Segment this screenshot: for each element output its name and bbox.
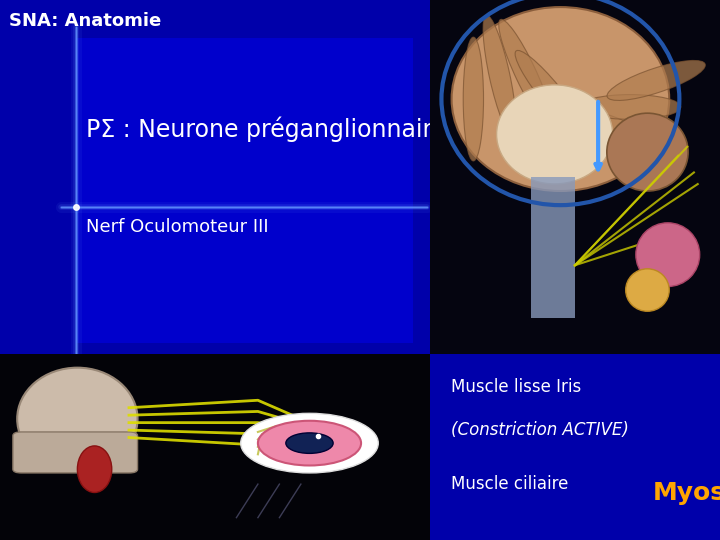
Ellipse shape <box>636 223 700 287</box>
Text: PΣ : Neurone préganglionnaire: PΣ : Neurone préganglionnaire <box>86 117 446 143</box>
Ellipse shape <box>626 269 669 311</box>
Circle shape <box>286 433 333 454</box>
Ellipse shape <box>534 87 622 153</box>
FancyBboxPatch shape <box>13 432 138 473</box>
Text: Myosis: Myosis <box>653 481 720 504</box>
Ellipse shape <box>77 446 112 492</box>
Ellipse shape <box>451 7 669 191</box>
Ellipse shape <box>483 15 516 135</box>
Ellipse shape <box>607 60 706 100</box>
Ellipse shape <box>580 94 681 119</box>
Ellipse shape <box>607 113 688 191</box>
Circle shape <box>258 421 361 465</box>
Text: Nerf Oculomoteur III: Nerf Oculomoteur III <box>86 218 269 236</box>
Ellipse shape <box>555 106 653 146</box>
Bar <box>0 354 430 540</box>
Ellipse shape <box>17 368 138 470</box>
Ellipse shape <box>497 85 613 184</box>
Ellipse shape <box>499 19 552 127</box>
Text: Muscle lisse Iris: Muscle lisse Iris <box>451 378 582 396</box>
Ellipse shape <box>463 37 484 161</box>
Text: Muscle ciliaire: Muscle ciliaire <box>451 475 569 493</box>
Ellipse shape <box>515 50 588 140</box>
Text: SNA: Anatomie: SNA: Anatomie <box>9 12 161 30</box>
Bar <box>76 38 413 343</box>
Bar <box>531 177 575 319</box>
Bar <box>430 0 720 354</box>
Circle shape <box>240 413 378 473</box>
Text: (Constriction ACTIVE): (Constriction ACTIVE) <box>451 421 629 439</box>
